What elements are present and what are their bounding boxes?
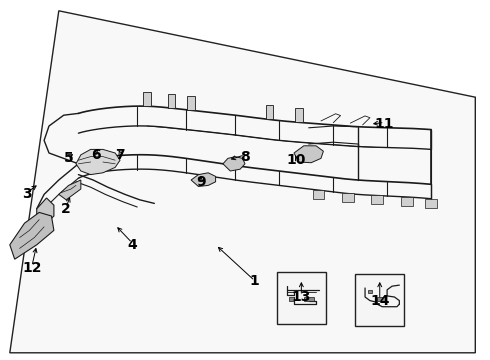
Polygon shape xyxy=(191,173,216,186)
Polygon shape xyxy=(401,197,413,206)
Polygon shape xyxy=(59,180,81,200)
Text: 12: 12 xyxy=(22,261,42,275)
Polygon shape xyxy=(368,290,372,293)
Text: 6: 6 xyxy=(91,148,100,162)
Polygon shape xyxy=(168,94,175,108)
Text: 10: 10 xyxy=(287,153,306,167)
Polygon shape xyxy=(377,297,385,301)
Text: 1: 1 xyxy=(250,274,260,288)
Polygon shape xyxy=(289,297,294,301)
Bar xyxy=(277,272,326,324)
Polygon shape xyxy=(425,199,437,208)
Text: 2: 2 xyxy=(61,202,71,216)
Polygon shape xyxy=(371,195,383,204)
Polygon shape xyxy=(37,198,54,223)
Polygon shape xyxy=(295,108,303,122)
Text: 14: 14 xyxy=(370,294,390,307)
Bar xyxy=(355,274,404,326)
Polygon shape xyxy=(342,193,354,202)
Text: 8: 8 xyxy=(240,150,250,163)
Polygon shape xyxy=(143,92,151,106)
Polygon shape xyxy=(266,105,273,120)
Polygon shape xyxy=(304,297,314,301)
Polygon shape xyxy=(187,96,195,110)
Text: 11: 11 xyxy=(375,117,394,131)
Polygon shape xyxy=(223,157,245,171)
Polygon shape xyxy=(294,146,323,163)
Text: 13: 13 xyxy=(292,290,311,304)
Polygon shape xyxy=(10,11,475,353)
Text: 5: 5 xyxy=(64,152,74,165)
Polygon shape xyxy=(76,149,120,175)
Polygon shape xyxy=(10,212,54,259)
Text: 4: 4 xyxy=(127,238,137,252)
Text: 3: 3 xyxy=(22,188,32,201)
Text: 7: 7 xyxy=(115,148,125,162)
Text: 9: 9 xyxy=(196,175,206,189)
Polygon shape xyxy=(313,190,324,199)
